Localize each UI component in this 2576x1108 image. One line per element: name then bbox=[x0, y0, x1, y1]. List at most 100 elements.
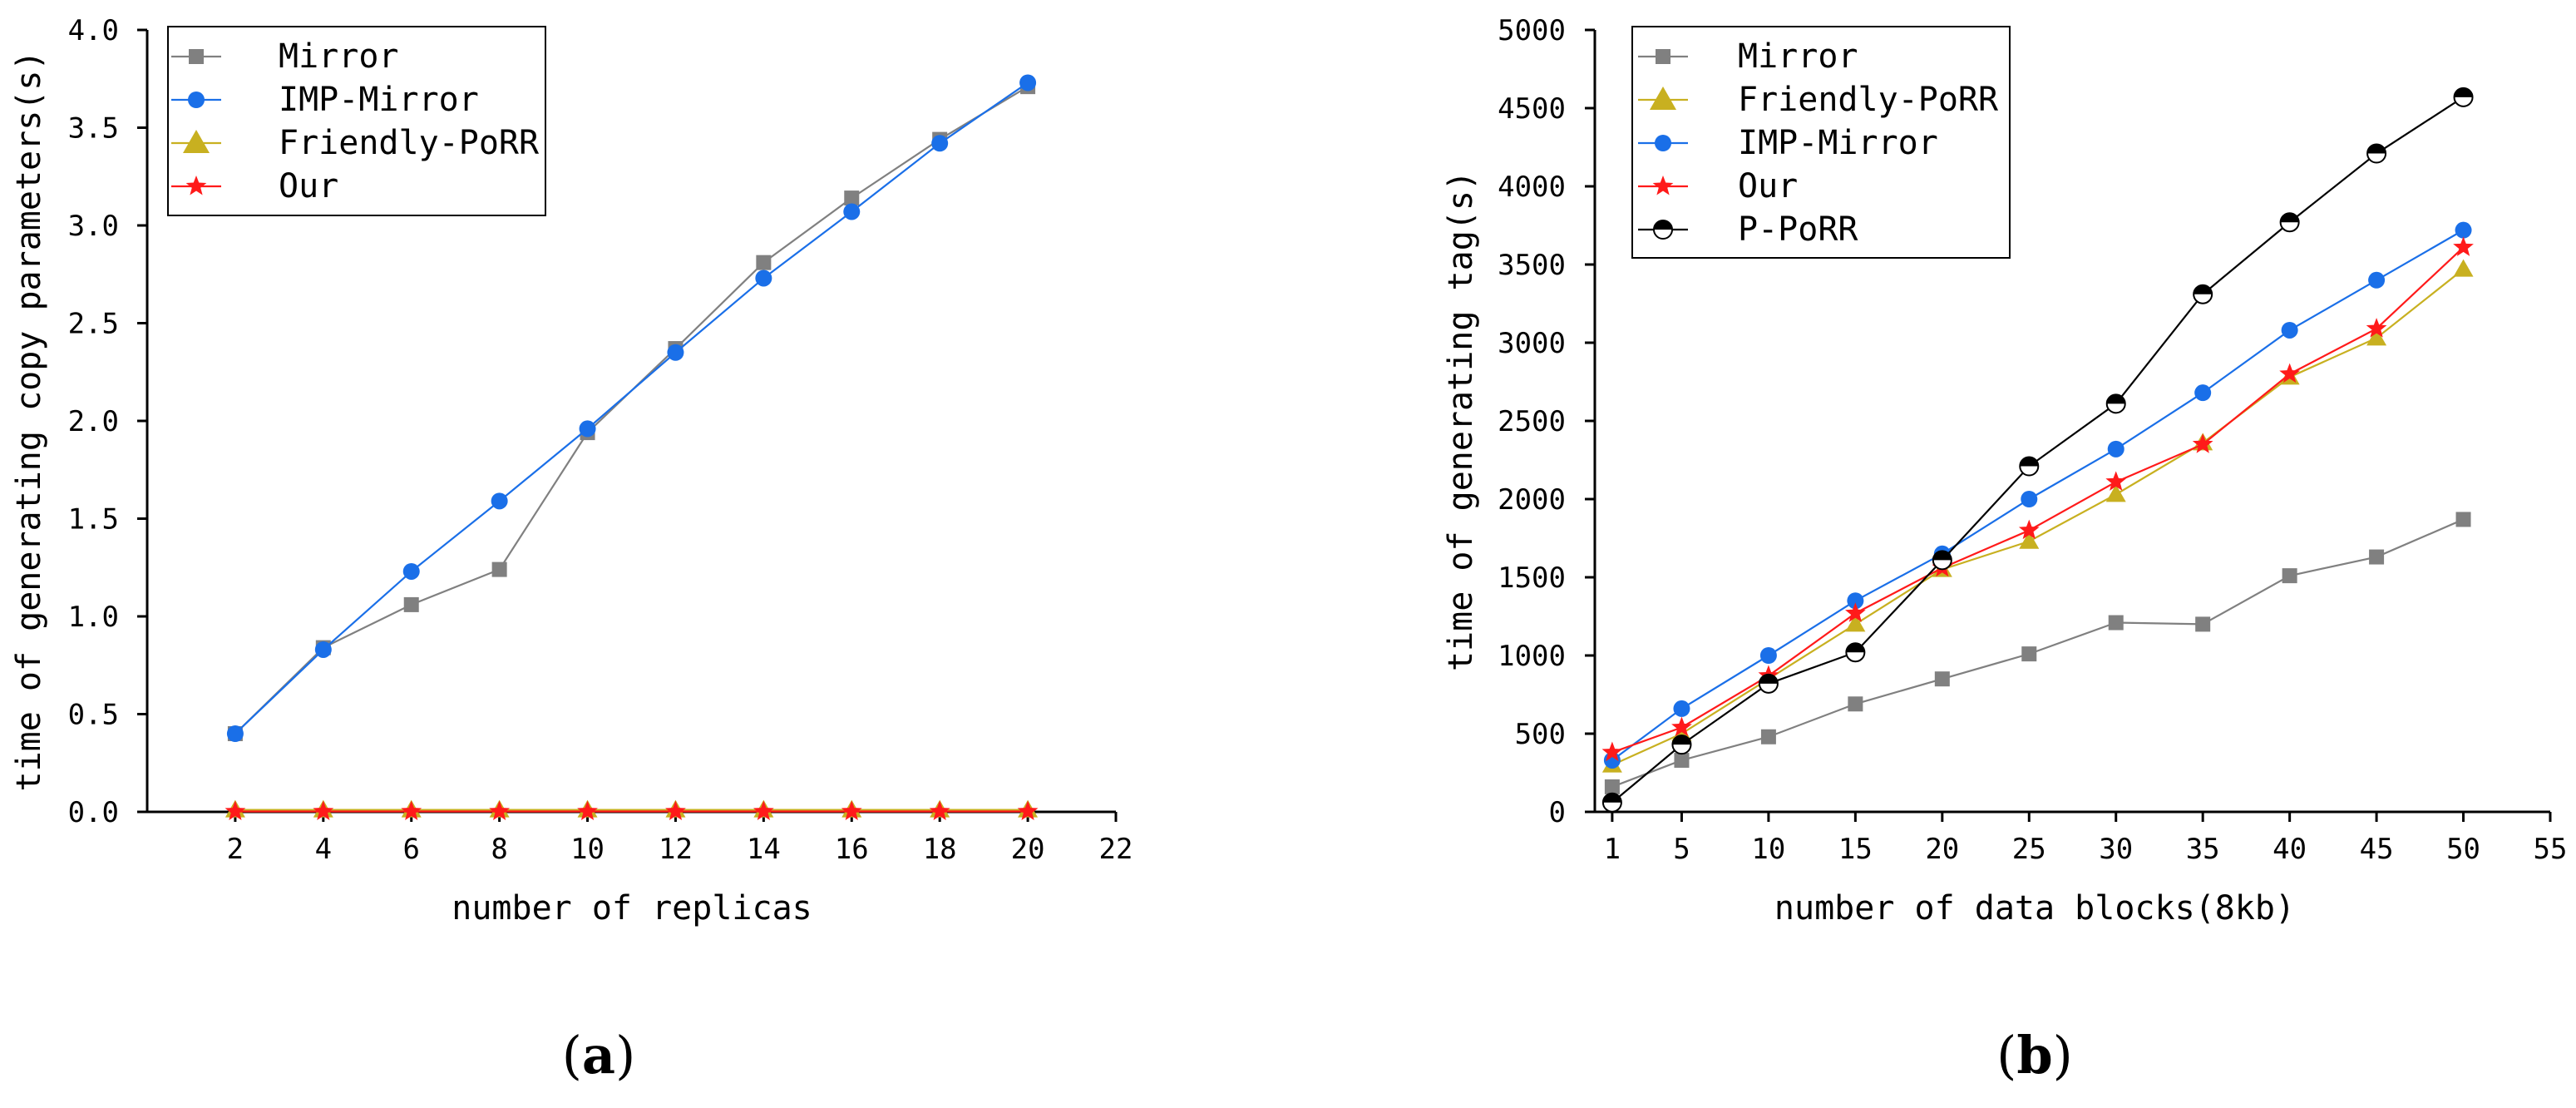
x-tick-label: 30 bbox=[2099, 833, 2133, 866]
y-axis-label: time of generating tag(s) bbox=[1442, 171, 1480, 671]
legend-label-imp-mirror: IMP-Mirror bbox=[279, 81, 479, 119]
y-tick-label: 4.0 bbox=[68, 14, 119, 47]
data-point-p-porr-fill bbox=[1932, 551, 1952, 561]
x-tick-label: 50 bbox=[2446, 833, 2480, 866]
caption-letter: b bbox=[2016, 1025, 2052, 1086]
data-point-imp-mirror bbox=[2021, 491, 2038, 507]
x-tick-label: 15 bbox=[1838, 833, 1873, 866]
data-point-mirror bbox=[2455, 512, 2471, 527]
data-point-p-porr-fill bbox=[2280, 213, 2299, 223]
data-point-our bbox=[313, 800, 334, 821]
x-tick-label: 35 bbox=[2186, 833, 2220, 866]
series-friendly-porr bbox=[1601, 259, 2474, 773]
y-tick-label: 1.5 bbox=[68, 503, 119, 537]
data-point-friendly-porr bbox=[2453, 259, 2474, 277]
data-point-our bbox=[1671, 716, 1692, 736]
legend: Mirror Friendly-PoRR IMP-Mirror Our P-PoRR bbox=[1631, 26, 2011, 259]
data-point-imp-mirror bbox=[2368, 271, 2386, 289]
x-tick-label: 1 bbox=[1604, 833, 1621, 866]
data-point-imp-mirror bbox=[667, 344, 684, 361]
x-tick-label: 20 bbox=[1011, 833, 1045, 866]
data-point-p-porr bbox=[2019, 456, 2040, 477]
data-point-mirror bbox=[403, 596, 419, 612]
data-point-mirror bbox=[1674, 752, 1690, 768]
data-point-mirror bbox=[756, 255, 772, 270]
caption-letter: a bbox=[582, 1025, 615, 1086]
data-point-imp-mirror bbox=[843, 203, 861, 220]
data-point-our bbox=[577, 800, 598, 821]
legend-marker-imp-mirror bbox=[188, 92, 205, 108]
y-tick-label: 2.5 bbox=[68, 308, 119, 341]
data-point-mirror bbox=[1760, 729, 1776, 744]
data-point-our bbox=[1845, 602, 1866, 622]
caption-open-paren: ( bbox=[562, 1025, 582, 1086]
legend-marker-p-porr-fill bbox=[1654, 220, 1672, 230]
y-tick-label: 4500 bbox=[1498, 92, 1566, 126]
legend-marker-p-porr bbox=[1653, 220, 1673, 240]
y-tick-label: 3.0 bbox=[68, 210, 119, 243]
data-point-our bbox=[2192, 433, 2213, 453]
y-tick-label: 4000 bbox=[1498, 171, 1566, 204]
legend-label-imp-mirror: IMP-Mirror bbox=[1738, 124, 1938, 162]
data-point-p-porr-fill bbox=[2454, 87, 2473, 97]
series-friendly-porr bbox=[225, 799, 1039, 818]
series-p-porr bbox=[1601, 87, 2474, 813]
x-tick-label: 10 bbox=[570, 833, 605, 866]
data-point-our bbox=[2453, 236, 2474, 256]
data-point-mirror bbox=[2021, 646, 2037, 662]
x-tick-label: 25 bbox=[2012, 833, 2046, 866]
x-tick-label: 18 bbox=[923, 833, 957, 866]
series-our bbox=[225, 800, 1039, 821]
y-tick-label: 5000 bbox=[1498, 14, 1566, 47]
chart-panel-b: 0 500 1000 1500 2000 2500 3000 3500 4000 4500 5000… bbox=[1442, 14, 2567, 1086]
x-axis-label: number of replicas bbox=[452, 889, 812, 927]
x-tick-label: 10 bbox=[1751, 833, 1785, 866]
data-point-our bbox=[665, 800, 686, 821]
data-point-our bbox=[489, 800, 510, 821]
legend-label-friendly-porr: Friendly-PoRR bbox=[1738, 81, 1999, 119]
x-tick-label: 2 bbox=[227, 833, 244, 866]
y-tick-label: 1500 bbox=[1498, 561, 1566, 595]
data-point-p-porr-fill bbox=[2194, 284, 2213, 294]
y-tick-label: 500 bbox=[1515, 718, 1566, 751]
data-point-our bbox=[401, 800, 422, 821]
y-tick-label: 1.0 bbox=[68, 601, 119, 634]
data-point-mirror bbox=[1604, 779, 1620, 794]
x-tick-label: 5 bbox=[1673, 833, 1690, 866]
data-point-our bbox=[2018, 519, 2040, 540]
panel-caption: (a) bbox=[562, 1025, 636, 1086]
y-tick-label: 3500 bbox=[1498, 249, 1566, 282]
legend-marker-our bbox=[185, 176, 207, 195]
x-tick-label: 20 bbox=[1925, 833, 1959, 866]
data-point-friendly-porr bbox=[2019, 531, 2040, 549]
data-point-p-porr bbox=[2279, 212, 2300, 233]
data-point-p-porr-fill bbox=[1602, 793, 1621, 803]
series-line-imp-mirror bbox=[234, 82, 1029, 735]
data-point-imp-mirror bbox=[1759, 647, 1777, 664]
data-point-friendly-porr bbox=[1845, 614, 1866, 632]
series-imp-mirror bbox=[226, 74, 1037, 742]
data-point-our bbox=[1601, 741, 1623, 762]
x-tick-label: 45 bbox=[2360, 833, 2394, 866]
data-point-our bbox=[2105, 471, 2127, 491]
x-tick-label: 14 bbox=[747, 833, 781, 866]
data-point-our bbox=[753, 800, 774, 821]
data-point-p-porr-fill bbox=[1759, 674, 1778, 684]
legend-label-our: Our bbox=[279, 167, 338, 205]
legend-marker-friendly-porr bbox=[1650, 87, 1676, 110]
series-our bbox=[1601, 236, 2474, 762]
data-point-p-porr bbox=[2453, 87, 2474, 107]
data-point-imp-mirror bbox=[491, 492, 508, 510]
x-tick-label: 40 bbox=[2273, 833, 2307, 866]
legend-marker-imp-mirror bbox=[1655, 135, 1671, 151]
panel-caption: (b) bbox=[1996, 1025, 2073, 1086]
y-tick-label: 3000 bbox=[1498, 327, 1566, 360]
data-point-mirror bbox=[1848, 696, 1863, 712]
x-axis-label: number of data blocks(8kb) bbox=[1774, 889, 2295, 927]
data-point-mirror bbox=[2195, 616, 2211, 632]
data-point-mirror bbox=[844, 190, 860, 206]
data-point-mirror bbox=[2108, 615, 2124, 631]
y-tick-label: 2500 bbox=[1498, 405, 1566, 438]
data-point-our bbox=[2366, 318, 2387, 338]
